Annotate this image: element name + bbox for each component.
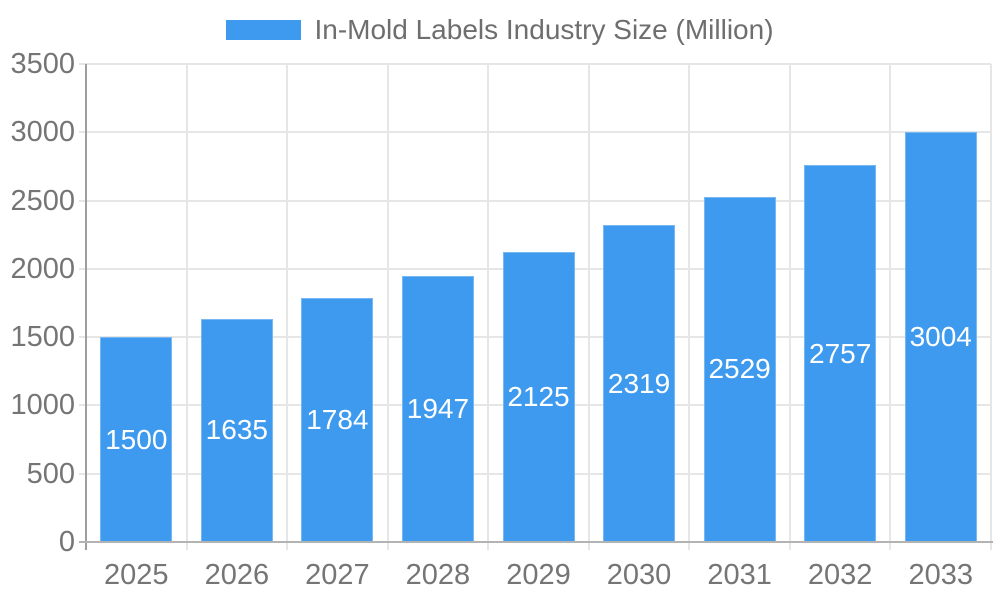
x-axis-tick-label: 2032 (807, 559, 873, 591)
y-axis-tick-label: 2500 (10, 184, 75, 217)
y-axis-tick-label: 1500 (10, 321, 75, 354)
bar[interactable]: 2125 (502, 251, 575, 542)
vertical-gridline (286, 64, 289, 550)
x-axis-tick-label: 2029 (506, 559, 571, 591)
x-axis-line (79, 541, 993, 543)
y-axis-tick-label: 2000 (10, 252, 75, 285)
bar-value-label: 2529 (708, 353, 771, 385)
bar[interactable]: 1635 (200, 318, 273, 542)
x-axis-tick-label: 2025 (104, 559, 169, 591)
vertical-gridline (487, 64, 490, 550)
x-axis-tick-label: 2028 (405, 559, 471, 591)
vertical-gridline (386, 64, 389, 550)
horizontal-gridline (79, 131, 991, 134)
x-axis-tick-label: 2033 (908, 559, 973, 591)
bar-value-label: 1500 (105, 423, 168, 455)
horizontal-gridline (79, 63, 991, 65)
bar-value-label: 1784 (306, 404, 369, 436)
bar-value-label: 2125 (507, 380, 570, 412)
bar[interactable]: 1947 (401, 276, 474, 542)
y-axis-tick-label: 3500 (10, 48, 75, 80)
legend-swatch-icon (226, 20, 302, 40)
bar[interactable]: 2757 (804, 165, 877, 542)
bar[interactable]: 1500 (100, 337, 173, 542)
vertical-gridline (688, 64, 691, 550)
legend[interactable]: In-Mold Labels Industry Size (Million) (0, 14, 1000, 46)
bar[interactable]: 3004 (904, 131, 977, 542)
vertical-gridline (990, 64, 992, 550)
horizontal-gridline (79, 199, 991, 202)
x-axis-tick-label: 2031 (707, 559, 772, 591)
vertical-gridline (788, 64, 791, 550)
bar[interactable]: 2319 (603, 225, 676, 542)
y-axis-line (85, 64, 87, 550)
legend-label: In-Mold Labels Industry Size (Million) (314, 14, 774, 45)
vertical-gridline (185, 64, 188, 550)
y-axis-tick-label: 500 (26, 457, 75, 490)
x-axis-tick-label: 2030 (606, 559, 672, 591)
x-axis-tick-label: 2026 (204, 559, 270, 591)
bar-value-label: 3004 (909, 320, 972, 352)
vertical-gridline (889, 64, 892, 550)
bar-value-label: 2319 (607, 367, 671, 399)
y-axis-tick-label: 1000 (10, 389, 75, 422)
bar[interactable]: 1784 (301, 298, 374, 542)
x-axis-tick-label: 2027 (305, 559, 370, 591)
y-axis-tick-label: 3000 (10, 116, 75, 149)
vertical-gridline (587, 64, 590, 550)
bar-value-label: 1947 (406, 393, 470, 425)
bar-value-label: 2757 (809, 337, 872, 369)
bar-value-label: 1635 (205, 414, 268, 446)
y-axis-tick-label: 0 (58, 526, 75, 558)
bar[interactable]: 2529 (703, 196, 776, 542)
